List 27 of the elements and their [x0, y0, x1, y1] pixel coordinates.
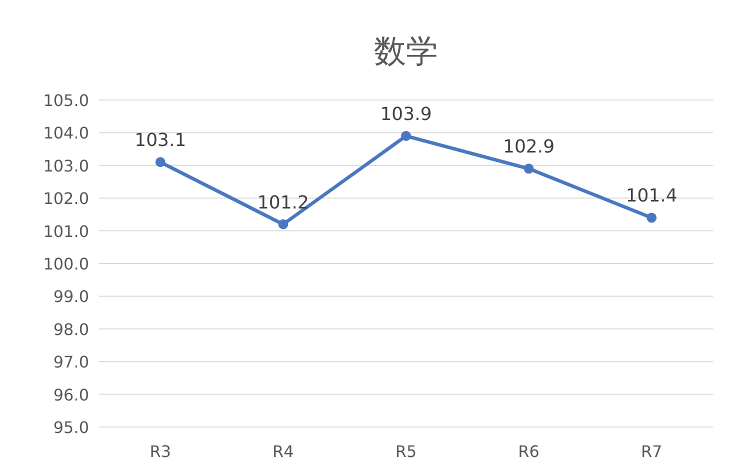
point — [401, 130, 411, 141]
x-tick-label: R5 — [395, 442, 417, 461]
y-tick-label: 98.0 — [53, 320, 89, 339]
x-tick-label: R4 — [272, 442, 294, 461]
y-tick-label: 100.0 — [43, 254, 89, 274]
data-label: 103.9 — [380, 104, 432, 125]
y-tick-label: 99.0 — [53, 287, 89, 306]
point — [155, 157, 166, 168]
data-label: 101.4 — [626, 186, 678, 207]
y-tick-label: 103.0 — [43, 156, 89, 176]
y-tick-label: 102.0 — [43, 189, 89, 208]
y-tick-label: 104.0 — [43, 124, 89, 143]
data-label: 101.2 — [257, 192, 309, 214]
chart-title: 数学 — [374, 32, 438, 70]
y-tick-label: 95.0 — [53, 418, 89, 437]
x-tick-label: R7 — [640, 442, 662, 461]
y-tick-label: 96.0 — [53, 385, 89, 404]
x-tick-label: R6 — [518, 442, 540, 461]
y-tick-label: 97.0 — [53, 352, 89, 372]
x-tick-label: R3 — [150, 442, 172, 461]
data-label: 103.1 — [134, 130, 186, 152]
point — [646, 212, 657, 223]
data-label: 102.9 — [503, 136, 555, 158]
y-tick-label: 101.0 — [43, 222, 89, 241]
y-tick-label: 105.0 — [43, 91, 89, 110]
point — [278, 219, 288, 230]
point — [524, 164, 534, 174]
